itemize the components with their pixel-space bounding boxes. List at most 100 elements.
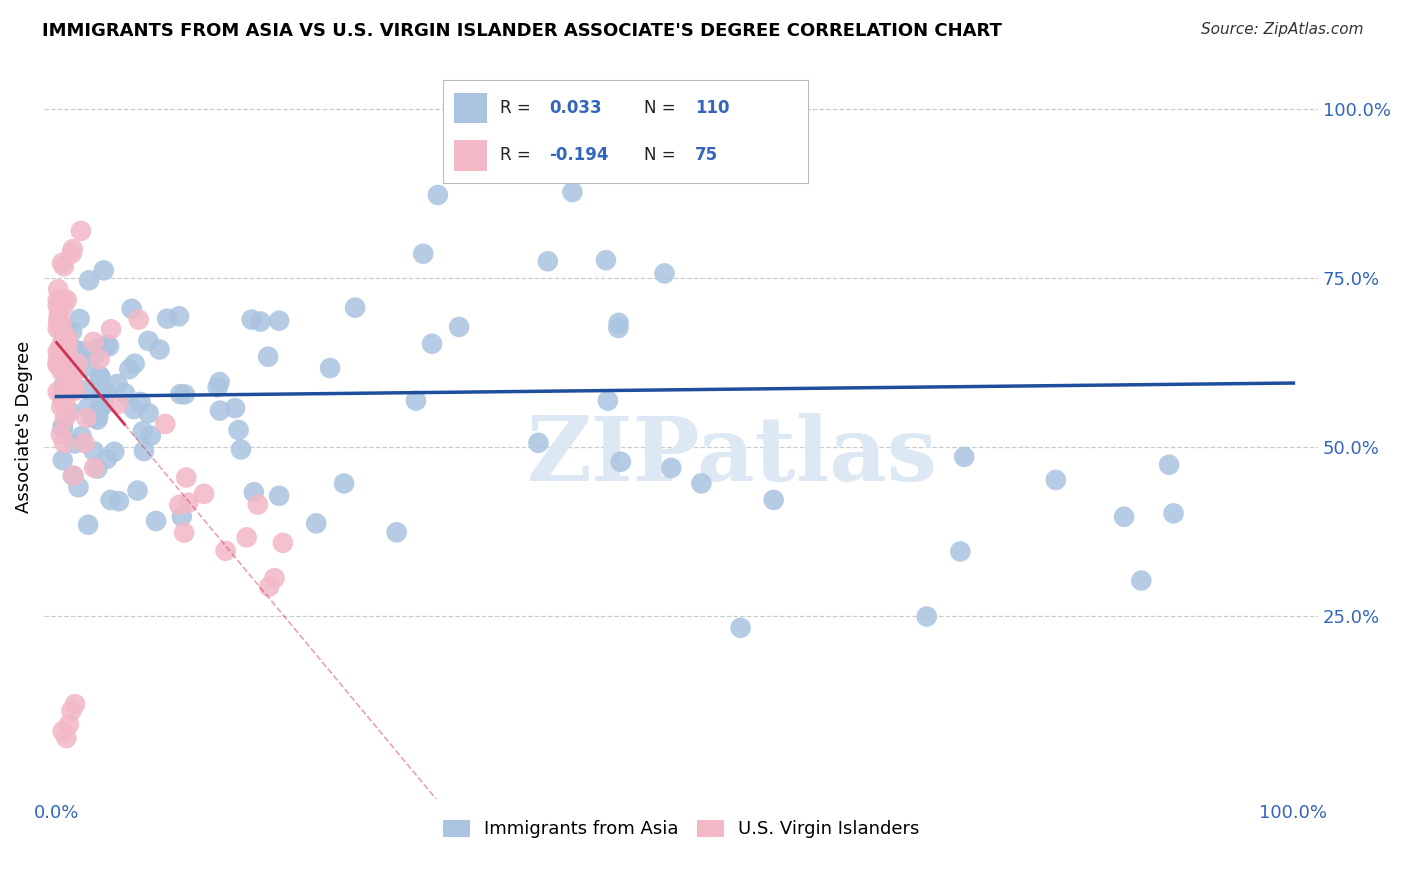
FancyBboxPatch shape [454,140,486,170]
Point [537,254,560,268]
Point [127,483,149,498]
Point [385,525,408,540]
Point [193,487,215,501]
Point [53,293,76,307]
Text: ZIPatlas: ZIPatlas [527,413,938,500]
Point [49,346,72,360]
Point [93,398,115,412]
Point [84,408,107,422]
Point [49,339,72,353]
Point [60,704,83,718]
Point [305,516,328,531]
Point [173,387,195,401]
Point [51,318,73,332]
Point [269,314,291,328]
Point [75,410,97,425]
Point [138,406,160,420]
Point [243,485,266,500]
Point [449,320,471,334]
FancyBboxPatch shape [454,93,486,123]
Point [52,453,75,467]
Point [138,334,160,348]
Point [53,412,76,426]
Point [48,351,70,365]
Text: IMMIGRANTS FROM ASIA VS U.S. VIRGIN ISLANDER ASSOCIATE'S DEGREE CORRELATION CHAR: IMMIGRANTS FROM ASIA VS U.S. VIRGIN ISLA… [42,22,1002,40]
Point [690,476,713,491]
Point [55,392,77,406]
Point [659,461,682,475]
Point [1130,574,1153,588]
Point [156,311,179,326]
Point [89,352,111,367]
Point [214,544,236,558]
Point [82,346,104,360]
Point [595,253,617,268]
Point [70,344,93,359]
Point [77,401,100,415]
Point [426,188,449,202]
Point [52,332,75,346]
Point [100,492,122,507]
Point [46,354,69,368]
Point [66,357,89,371]
Point [148,343,170,357]
Point [59,368,82,382]
Point [55,329,77,343]
Point [107,376,129,391]
Point [1112,509,1135,524]
Point [55,404,77,418]
Point [77,273,100,287]
Point [132,425,155,439]
Point [55,325,77,339]
Point [89,401,111,415]
Point [53,436,76,450]
Point [420,336,443,351]
Point [86,461,108,475]
Point [60,325,83,339]
Point [52,419,75,434]
Point [86,412,108,426]
Point [271,536,294,550]
Point [70,429,93,443]
Point [83,460,105,475]
Point [169,387,191,401]
Point [730,621,752,635]
Point [107,397,129,411]
Point [52,394,75,409]
Point [62,468,84,483]
Point [145,514,167,528]
Point [128,312,150,326]
Point [91,387,114,401]
Point [46,315,69,329]
Point [56,333,79,347]
Point [46,344,69,359]
Point [48,310,70,325]
Point [1159,458,1181,472]
Point [56,348,79,362]
Point [412,246,434,260]
Point [48,296,70,310]
Point [257,580,280,594]
Point [96,338,118,352]
Point [177,496,200,510]
Point [82,410,104,425]
Text: Source: ZipAtlas.com: Source: ZipAtlas.com [1201,22,1364,37]
Point [229,442,252,457]
Point [124,357,146,371]
Point [89,368,111,383]
Point [167,310,190,324]
Point [58,717,80,731]
Point [269,489,291,503]
Point [249,314,271,328]
Point [48,306,70,320]
Point [52,338,75,352]
Point [62,242,84,256]
Point [73,436,96,450]
Text: -0.194: -0.194 [548,146,609,164]
Point [561,185,583,199]
Point [949,544,972,558]
Text: 0.033: 0.033 [548,99,602,117]
Point [257,350,280,364]
Point [174,470,197,484]
Point [96,384,118,399]
